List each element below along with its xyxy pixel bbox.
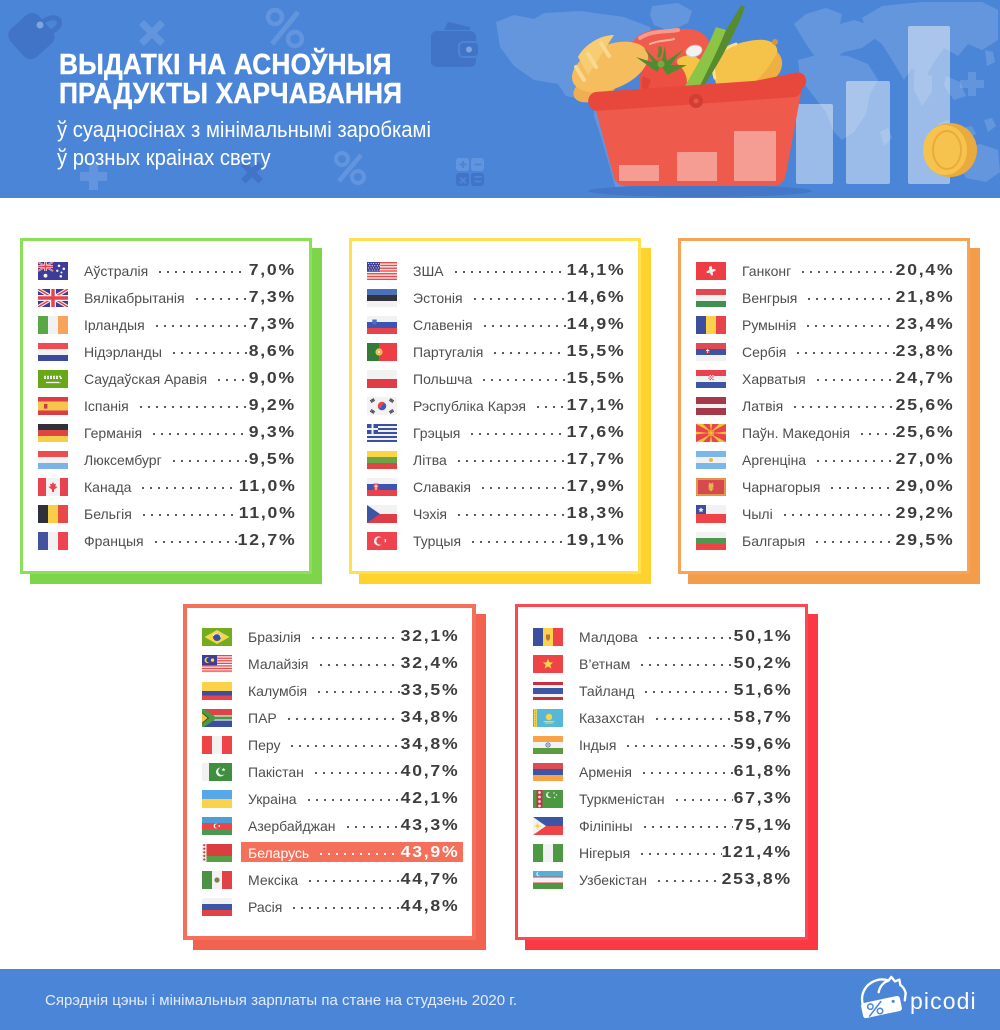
svg-text:picodi: picodi [910, 988, 977, 1014]
